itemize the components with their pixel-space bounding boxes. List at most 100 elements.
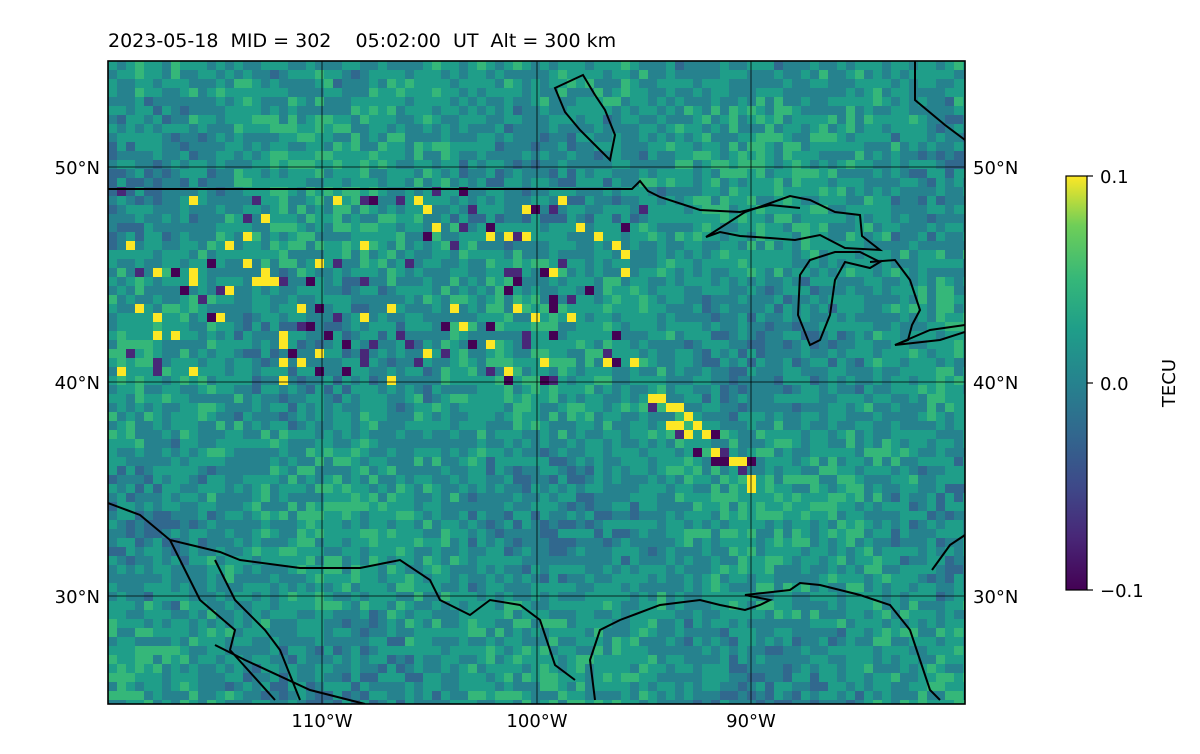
tec-cell [945, 358, 955, 368]
tec-cell [180, 484, 190, 494]
tec-cell [315, 385, 325, 395]
tec-cell [738, 394, 748, 404]
tec-cell [558, 502, 568, 512]
tec-cell [918, 421, 928, 431]
tec-cell [864, 142, 874, 152]
tec-cell [639, 160, 649, 170]
tec-cell [855, 79, 865, 89]
tec-cell [252, 187, 262, 197]
tec-cell [567, 241, 577, 251]
tec-cell [711, 142, 721, 152]
tec-cell [522, 61, 532, 71]
tec-cell [612, 376, 622, 386]
tec-cell [198, 133, 208, 143]
tec-cell [153, 61, 163, 71]
tec-cell [171, 340, 181, 350]
tec-cell [711, 70, 721, 80]
tec-cell [486, 70, 496, 80]
tec-cell [387, 331, 397, 341]
tec-cell [747, 142, 757, 152]
tec-cell [126, 97, 136, 107]
tec-cell [180, 70, 190, 80]
tec-cell [612, 223, 622, 233]
tec-cell [567, 70, 577, 80]
tec-cell [261, 304, 271, 314]
tec-cell [837, 160, 847, 170]
tec-cell [693, 286, 703, 296]
tec-cell [225, 367, 235, 377]
tec-cell [765, 277, 775, 287]
tec-cell [324, 340, 334, 350]
tec-cell [324, 286, 334, 296]
tec-cell [234, 124, 244, 134]
tec-cell [810, 385, 820, 395]
tec-cell [243, 169, 253, 179]
tec-cell [819, 367, 829, 377]
tec-cell [396, 223, 406, 233]
tec-cell [891, 232, 901, 242]
tec-cell [963, 124, 965, 134]
tec-cell [720, 385, 730, 395]
tec-cell [540, 403, 550, 413]
tec-cell [720, 439, 730, 449]
tec-cell [882, 268, 892, 278]
tec-cell [459, 205, 469, 215]
tec-cell [450, 475, 460, 485]
tec-cell [918, 187, 928, 197]
tec-cell [405, 493, 415, 503]
tec-cell [756, 151, 766, 161]
tec-cell [216, 106, 226, 116]
tec-cell [207, 385, 217, 395]
tec-cell [225, 133, 235, 143]
tec-cell [513, 277, 523, 287]
tec-cell [675, 313, 685, 323]
tec-cell [837, 133, 847, 143]
tec-cell [738, 205, 748, 215]
tec-cell [756, 304, 766, 314]
tec-cell [522, 160, 532, 170]
tec-cell [621, 520, 631, 530]
tec-cell [729, 295, 739, 305]
tec-cell [909, 313, 919, 323]
tec-cell [639, 205, 649, 215]
tec-cell [729, 412, 739, 422]
tec-cell [558, 322, 568, 332]
tec-cell [675, 439, 685, 449]
tec-cell [549, 385, 559, 395]
tec-cell [126, 466, 136, 476]
tec-cell [198, 124, 208, 134]
tec-cell [486, 187, 496, 197]
tec-cell [324, 331, 334, 341]
tec-cell [360, 358, 370, 368]
tec-cell [576, 259, 586, 269]
tec-cell [540, 169, 550, 179]
tec-cell [747, 493, 757, 503]
tec-cell [288, 466, 298, 476]
tec-cell [243, 205, 253, 215]
tec-cell [450, 493, 460, 503]
tec-cell [846, 520, 856, 530]
tec-cell [378, 169, 388, 179]
tec-cell [279, 484, 289, 494]
tec-cell [810, 70, 820, 80]
tec-cell [522, 376, 532, 386]
tec-cell [261, 430, 271, 440]
tec-cell [936, 268, 946, 278]
tec-cell [801, 70, 811, 80]
tec-cell [765, 88, 775, 98]
tec-cell [756, 493, 766, 503]
tec-cell [405, 448, 415, 458]
tec-cell [324, 70, 334, 80]
tec-cell [117, 394, 127, 404]
tec-cell [450, 403, 460, 413]
tec-cell [252, 259, 262, 269]
tec-cell [153, 493, 163, 503]
tec-cell [234, 196, 244, 206]
tec-cell [279, 133, 289, 143]
tec-cell [342, 385, 352, 395]
tec-cell [144, 493, 154, 503]
tec-cell [504, 340, 514, 350]
tec-cell [621, 97, 631, 107]
tec-cell [342, 79, 352, 89]
tec-cell [369, 70, 379, 80]
